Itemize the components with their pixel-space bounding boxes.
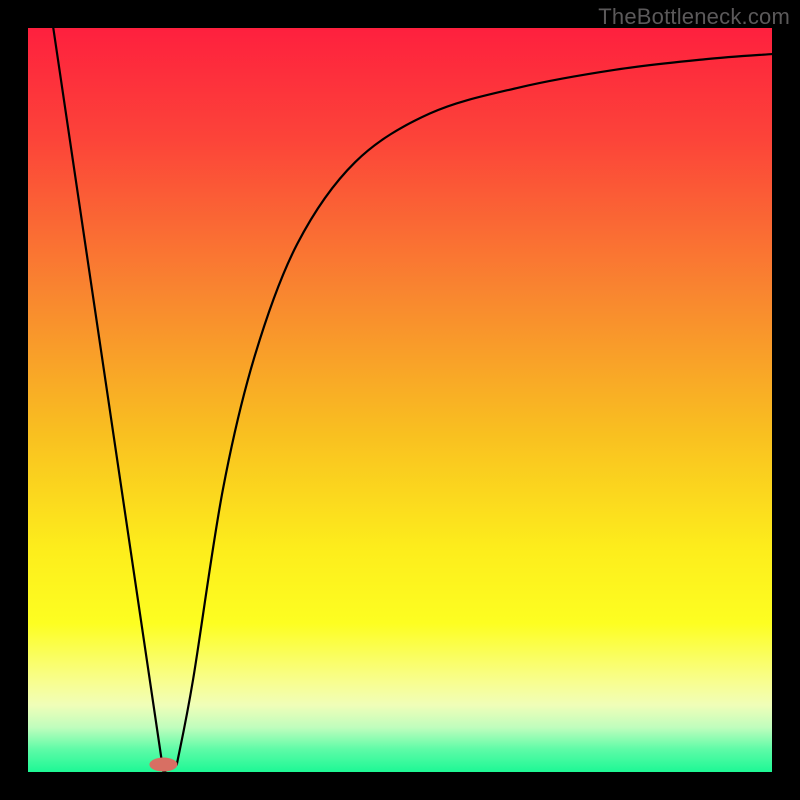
border-left [0, 0, 28, 800]
minimum-marker [149, 758, 177, 772]
watermark-text: TheBottleneck.com [598, 4, 790, 30]
bottleneck-chart [0, 0, 800, 800]
border-right [772, 0, 800, 800]
plot-background [28, 28, 772, 772]
chart-container: TheBottleneck.com [0, 0, 800, 800]
border-bottom [0, 772, 800, 800]
